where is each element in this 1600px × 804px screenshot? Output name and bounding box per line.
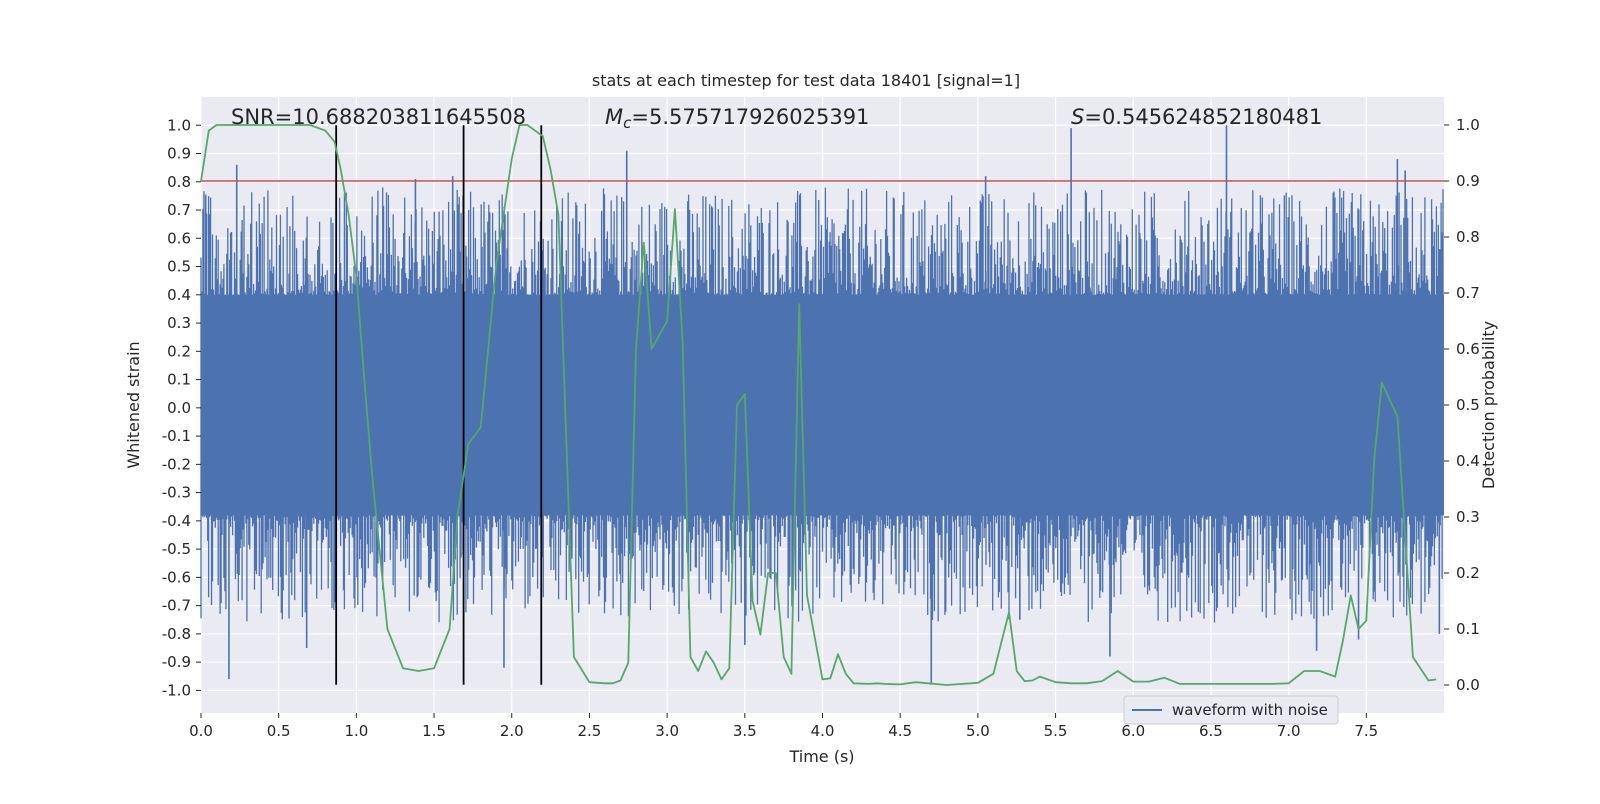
y2-axis-ticks: 0.0 0.1 0.2 0.3 0.4 0.5 0.6 0.7 0.8 0.9 1.0 [1444,116,1480,694]
y-tick-label: -0.7 [162,597,191,615]
y-tick-label: -0.4 [162,512,191,530]
y2-tick-label: 0.1 [1456,620,1480,638]
event-marker-lines [335,125,543,685]
y-tick-label: -0.2 [162,455,191,473]
y-tick-label: 0.8 [167,173,191,191]
y-tick-label: 0.3 [167,314,191,332]
x-tick-label: 6.0 [1121,722,1145,740]
y-tick-label: 0.7 [167,201,191,219]
x-tick-label: 7.0 [1277,722,1301,740]
y2-tick-label: 0.0 [1456,676,1480,694]
y2-tick-label: 0.9 [1456,172,1480,190]
s-symbol: S [1071,105,1084,129]
y-axis-label: Whitened strain [124,341,143,468]
x-tick-label: 2.5 [578,722,602,740]
detection-probability-line [200,124,1437,686]
x-tick-label: 3.5 [733,722,757,740]
x-tick-label: 5.5 [1044,722,1068,740]
y-tick-label: 0.9 [167,145,191,163]
s-value: =0.545624852180481 [1084,105,1322,129]
y-tick-label: 0.4 [167,286,191,304]
x-tick-label: 1.5 [422,722,446,740]
x-tick-label: 0.5 [267,722,291,740]
y-tick-label: -0.5 [162,540,191,558]
chirp-mass-subscript: c [623,114,632,132]
chart-title: stats at each timestep for test data 184… [592,71,1020,90]
y-tick-label: -1.0 [162,681,191,699]
y2-tick-label: 0.7 [1456,284,1480,302]
y2-tick-label: 0.2 [1456,564,1480,582]
y2-tick-label: 1.0 [1456,116,1480,134]
y-axis-ticks: -1.0 -0.9 -0.8 -0.7 -0.6 -0.5 -0.4 -0.3 -0.2 -0.1… [162,116,201,699]
y2-tick-label: 0.4 [1456,452,1480,470]
y2-tick-label: 0.8 [1456,228,1480,246]
y-tick-label: -0.9 [162,653,191,671]
y2-axis-label: Detection probability [1479,321,1498,489]
snr-annotation: SNR=10.688203811645508 [231,105,526,129]
x-tick-label: 3.0 [655,722,679,740]
y-tick-label: -0.1 [162,427,191,445]
x-tick-label: 5.0 [966,722,990,740]
y-tick-label: 0.6 [167,229,191,247]
y-tick-label: 0.5 [167,258,191,276]
x-tick-label: 6.5 [1199,722,1223,740]
y-tick-label: -0.6 [162,568,191,586]
x-tick-label: 2.0 [500,722,524,740]
waveform-trace [200,187,1444,623]
y-tick-label: 1.0 [167,116,191,134]
legend: waveform with noise [1123,695,1339,725]
x-tick-label: 4.0 [811,722,835,740]
y-tick-label: -0.3 [162,484,191,502]
x-axis-label: Time (s) [788,747,854,766]
y-tick-label: 0.0 [167,399,191,417]
x-tick-label: 0.0 [189,722,213,740]
y-tick-label: 0.2 [167,342,191,360]
x-tick-label: 4.5 [888,722,912,740]
y2-tick-label: 0.5 [1456,396,1480,414]
s-annotation: S=0.545624852180481 [1071,105,1322,129]
y-tick-label: 0.1 [167,371,191,389]
y-tick-label: -0.8 [162,625,191,643]
x-axis-ticks: 0.0 0.5 1.0 1.5 2.0 2.5 3.0 3.5 4.0 4.5 5.0 5.5 6.0 6… [189,713,1378,740]
y2-tick-label: 0.6 [1456,340,1480,358]
x-tick-label: 7.5 [1354,722,1378,740]
x-tick-label: 1.0 [344,722,368,740]
chirp-mass-annotation: Mc=5.575717926025391 [605,105,869,132]
chirp-mass-symbol: M [605,105,623,129]
legend-label-waveform: waveform with noise [1172,701,1328,719]
chirp-mass-value: =5.575717926025391 [631,105,869,129]
legend-box [1123,695,1339,725]
waveform-with-noise-series [200,125,1444,685]
y2-tick-label: 0.3 [1456,508,1480,526]
